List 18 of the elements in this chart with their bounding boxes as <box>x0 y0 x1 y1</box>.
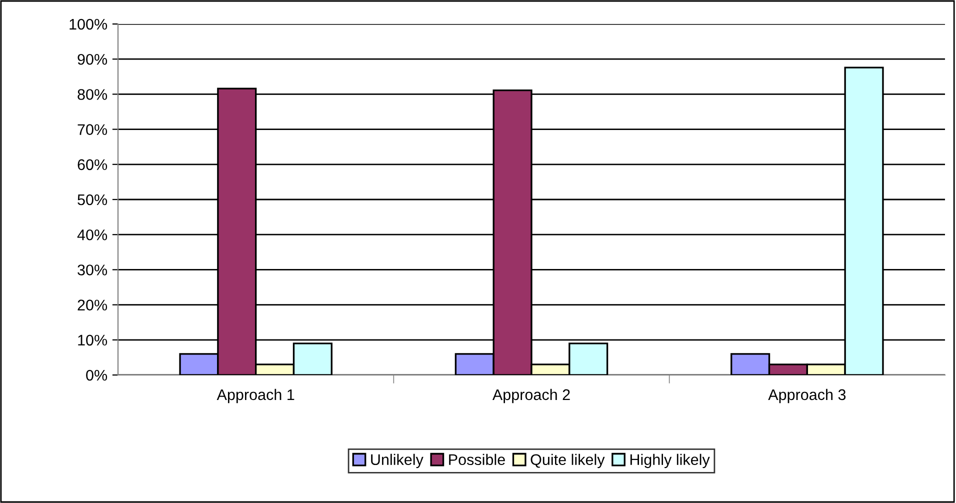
y-tick-label: 30% <box>78 264 108 276</box>
x-tick-label: Approach 2 <box>492 388 570 404</box>
x-tick-label: Approach 3 <box>768 388 846 404</box>
legend-label: Possible <box>449 454 505 466</box>
y-tick-label: 40% <box>77 229 108 240</box>
y-tick-label: 0% <box>86 370 108 381</box>
y-tick-label: 50% <box>78 194 108 206</box>
y-tick-label: 100% <box>70 18 108 30</box>
legend-label: Highly likely <box>630 454 710 468</box>
legend-label: Quite likely <box>530 454 605 468</box>
y-tick-label: 80% <box>78 89 108 100</box>
y-tick-label: 10% <box>78 334 108 346</box>
y-tick-label: 20% <box>78 300 108 310</box>
y-tick-label: 90% <box>78 54 108 65</box>
x-tick-label: Approach 1 <box>216 388 294 404</box>
legend-label: Unlikely <box>371 454 424 468</box>
y-tick-label: 70% <box>78 124 108 135</box>
y-tick-label: 60% <box>78 159 108 170</box>
